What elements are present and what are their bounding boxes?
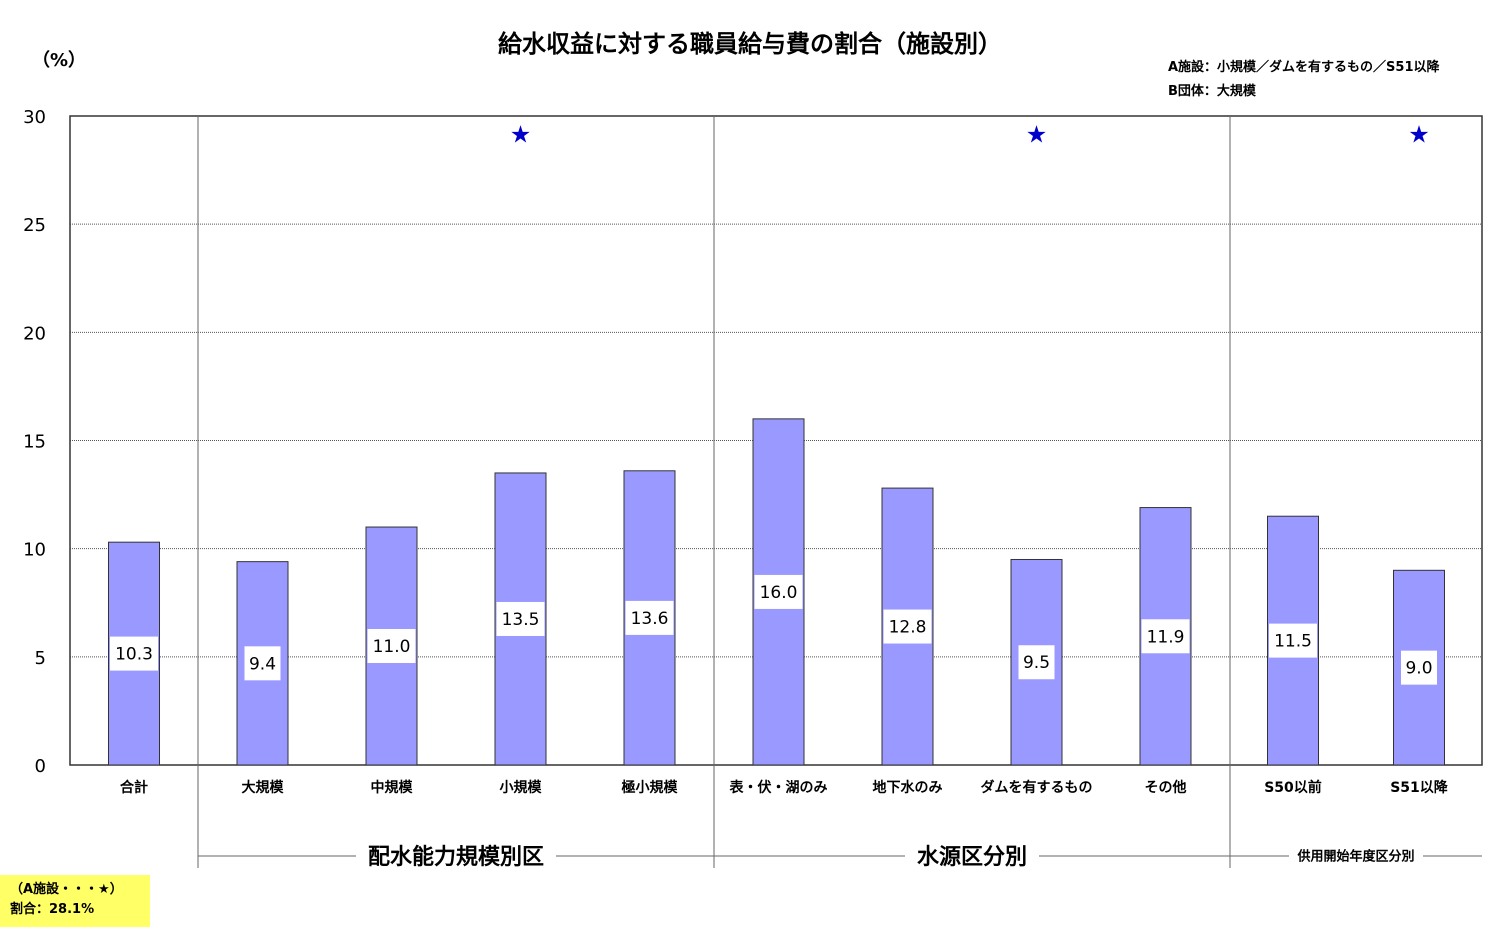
- chart-title: 給水収益に対する職員給与費の割合（施設別）: [498, 30, 1002, 58]
- y-tick-label: 25: [23, 215, 46, 236]
- data-label: 11.0: [373, 637, 411, 657]
- y-tick-label: 5: [35, 648, 46, 669]
- y-tick-label: 30: [23, 107, 46, 128]
- group-label: 配水能力規模別区: [368, 844, 544, 870]
- note-box-line-2: 割合：28.1%: [10, 902, 95, 917]
- data-label: 13.5: [502, 610, 540, 630]
- y-tick-label: 10: [23, 540, 46, 561]
- x-tick-label: 中規模: [371, 779, 414, 796]
- data-label-bg: [625, 600, 674, 635]
- data-label-bg: [110, 636, 158, 671]
- data-label: 10.3: [115, 645, 153, 665]
- data-label: 9.5: [1023, 653, 1050, 673]
- x-tick-label: 極小規模: [622, 779, 679, 796]
- data-label: 11.9: [1147, 627, 1185, 647]
- y-axis-unit: （%）: [32, 50, 87, 71]
- data-label-bg: [496, 601, 545, 636]
- x-tick-label: S50以前: [1264, 779, 1322, 796]
- legend-note-line-b: B団体：大規模: [1168, 84, 1256, 99]
- x-tick-label: 合計: [120, 779, 148, 796]
- legend-note-line-a: A施設：小規模／ダムを有するもの／S51以降: [1168, 60, 1440, 75]
- note-box-line-1: （A施設・・・★）: [10, 882, 123, 897]
- data-label: 11.5: [1274, 632, 1312, 652]
- data-label: 13.6: [631, 609, 669, 629]
- data-label-bg: [1269, 623, 1317, 658]
- data-label-bg: [244, 646, 281, 681]
- y-tick-label: 0: [35, 756, 46, 777]
- y-tick-label: 20: [23, 323, 46, 344]
- x-tick-label: 小規模: [500, 779, 543, 796]
- y-tick-label: 15: [23, 432, 46, 453]
- data-label-bg: [1141, 619, 1190, 654]
- x-tick-label: 大規模: [242, 779, 285, 796]
- note-box: （A施設・・・★） 割合：28.1%: [0, 875, 150, 927]
- star-marker: ★: [1408, 120, 1430, 148]
- x-tick-label: ダムを有するもの: [981, 779, 1093, 796]
- data-label: 9.0: [1405, 659, 1432, 679]
- data-label-bg: [1401, 650, 1437, 685]
- group-label: 供用開始年度区分別: [1296, 849, 1414, 865]
- data-label-bg: [1018, 645, 1055, 680]
- x-tick-label: その他: [1145, 779, 1187, 796]
- x-tick-label: S51以降: [1390, 779, 1449, 796]
- data-label: 9.4: [249, 654, 276, 674]
- star-marker: ★: [1026, 120, 1048, 148]
- x-tick-label: 表・伏・湖のみ: [729, 779, 828, 796]
- data-label: 16.0: [760, 583, 798, 603]
- data-label: 12.8: [889, 618, 927, 638]
- legend-note: A施設：小規模／ダムを有するもの／S51以降 B団体：大規模: [1168, 56, 1440, 104]
- star-marker: ★: [510, 120, 532, 148]
- data-label-bg: [883, 609, 932, 644]
- x-tick-label: 地下水のみ: [873, 779, 943, 796]
- data-label-bg: [367, 629, 416, 664]
- data-label-bg: [754, 574, 803, 609]
- group-label: 水源区分別: [917, 845, 1027, 870]
